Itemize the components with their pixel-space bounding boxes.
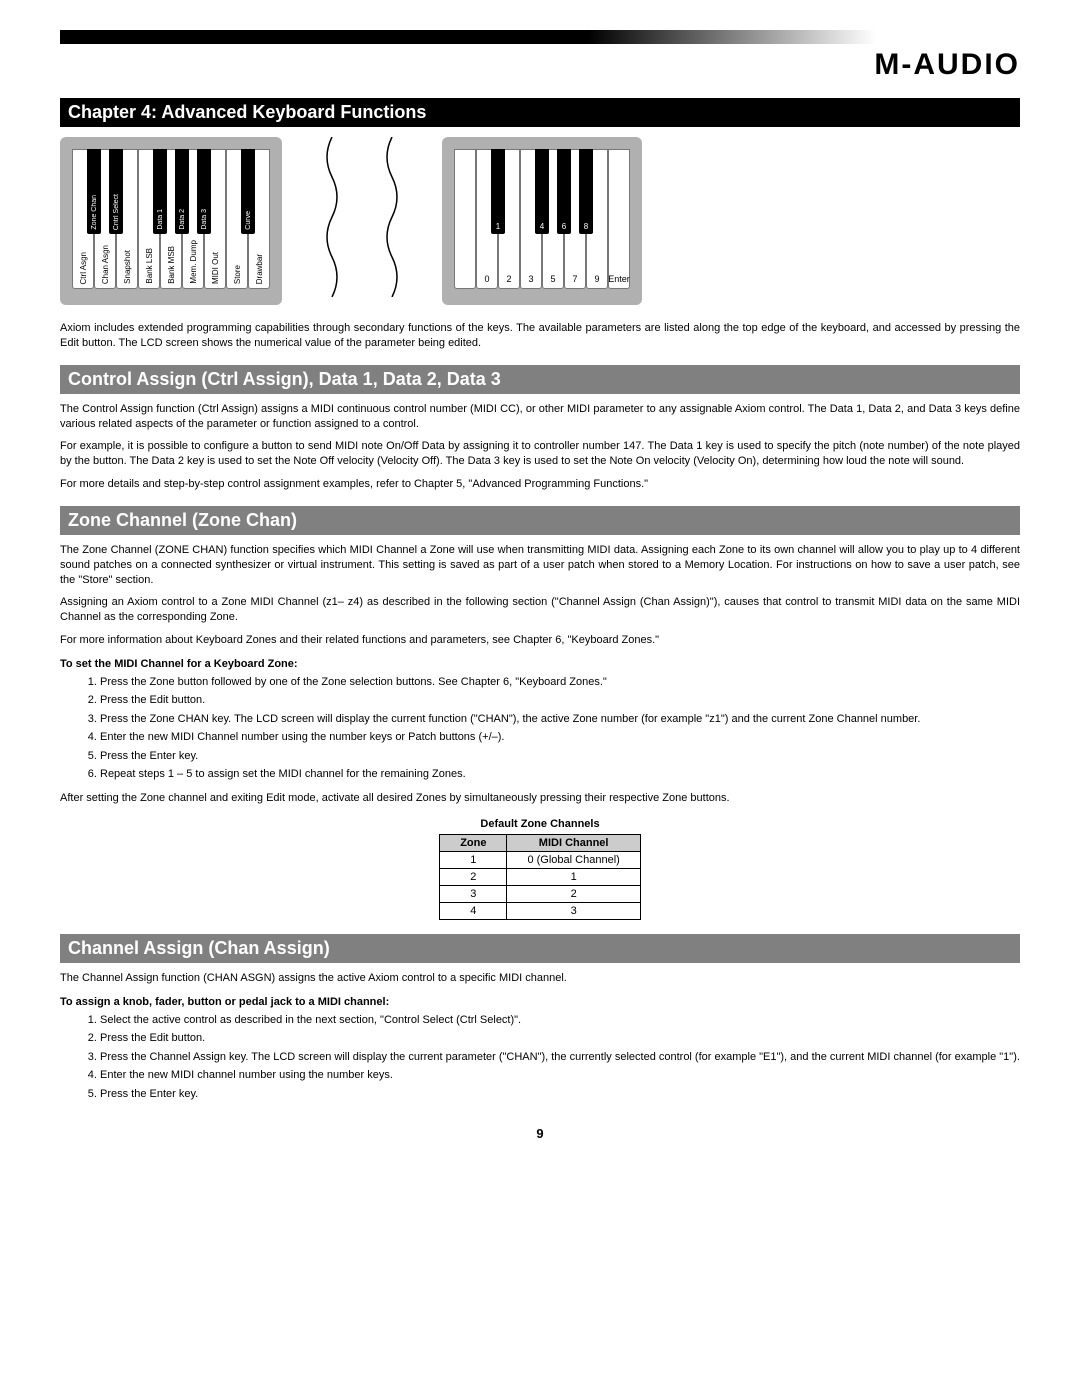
key-label: Zone Chan [91,195,98,230]
table-cell: 0 (Global Channel) [507,851,640,868]
keyboard-left-panel: Ctrl Asgn Chan Asgn Snapshot Bank LSB Bank M… [60,137,282,305]
key-label: 1 [496,222,500,231]
table-cell: 3 [507,902,640,919]
black-key: 8 [579,149,593,234]
table-header: MIDI Channel [507,834,640,851]
table-cell: 2 [507,885,640,902]
key-label: MIDI Out [211,252,220,284]
zone-table: ZoneMIDI Channel 10 (Global Channel)2132… [439,834,641,920]
key-label: Ctrl Asgn [79,252,88,284]
table-cell: 4 [440,902,507,919]
page-number: 9 [60,1126,1020,1141]
key-label: Data 1 [157,209,164,230]
key-label: Store [233,265,242,284]
sec2-p3: For more information about Keyboard Zone… [60,633,1020,648]
key-label: Data 2 [179,209,186,230]
list-item: Press the Zone button followed by one of… [100,674,1020,691]
sec2-steps-list: Press the Zone button followed by one of… [60,674,1020,783]
white-key: Enter [608,149,630,289]
table-cell: 3 [440,885,507,902]
sec1-p3: For more details and step-by-step contro… [60,477,1020,492]
table-cell: 1 [440,851,507,868]
keyboard-diagram: Ctrl Asgn Chan Asgn Snapshot Bank LSB Bank M… [60,137,1020,305]
key-label: Curve [245,211,252,230]
table-cell: 2 [440,868,507,885]
sec3-p1: The Channel Assign function (CHAN ASGN) … [60,971,1020,986]
sec1-p1: The Control Assign function (Ctrl Assign… [60,402,1020,432]
table-row: 43 [440,902,641,919]
key-label: Chan Asgn [101,245,110,284]
key-label: 6 [562,222,566,231]
list-item: Select the active control as described i… [100,1012,1020,1029]
keyboard-right-panel: 0 2 3 5 7 9 Enter 1 4 6 8 [442,137,642,305]
black-key: Zone Chan [87,149,101,234]
table-header: Zone [440,834,507,851]
brand-row: M-AUDIO [60,48,1020,82]
key-label: Enter [608,274,630,284]
table-cell: 1 [507,868,640,885]
brand-logo: M-AUDIO [874,48,1020,82]
sec2-p4: After setting the Zone channel and exiti… [60,791,1020,806]
white-key [454,149,476,289]
chapter-title-bar: Chapter 4: Advanced Keyboard Functions [60,98,1020,127]
table-row: 21 [440,868,641,885]
table-row: 10 (Global Channel) [440,851,641,868]
key-label: Bank MSB [167,246,176,284]
list-item: Enter the new MIDI Channel number using … [100,729,1020,746]
key-label: Mem. Dump [189,240,198,284]
list-item: Enter the new MIDI channel number using … [100,1067,1020,1084]
manual-page: M-AUDIO Chapter 4: Advanced Keyboard Fun… [0,0,1080,1171]
header-stripe [60,30,1020,44]
key-label: 0 [484,274,489,284]
black-key: 4 [535,149,549,234]
break-squiggle-right [382,137,402,297]
list-item: Repeat steps 1 – 5 to assign set the MID… [100,766,1020,783]
list-item: Press the Enter key. [100,748,1020,765]
black-key: Curve [241,149,255,234]
black-key: Data 2 [175,149,189,234]
list-item: Press the Enter key. [100,1086,1020,1103]
key-label: Drawbar [255,254,264,284]
list-item: Press the Zone CHAN key. The LCD screen … [100,711,1020,728]
key-label: 8 [584,222,588,231]
sec2-p2: Assigning an Axiom control to a Zone MID… [60,595,1020,625]
key-label: 7 [572,274,577,284]
section2-title: Zone Channel (Zone Chan) [60,506,1020,535]
key-label: 3 [528,274,533,284]
key-label: 4 [540,222,544,231]
sec2-p1: The Zone Channel (ZONE CHAN) function sp… [60,543,1020,588]
list-item: Press the Edit button. [100,692,1020,709]
key-label: Cntrl Select [113,194,120,230]
sec1-p2: For example, it is possible to configure… [60,439,1020,469]
section1-title: Control Assign (Ctrl Assign), Data 1, Da… [60,365,1020,394]
zone-table-title: Default Zone Channels [60,818,1020,830]
key-label: 9 [594,274,599,284]
key-label: Bank LSB [145,248,154,284]
key-label: 2 [506,274,511,284]
black-key: 6 [557,149,571,234]
key-label: Snapshot [123,250,132,284]
black-key: Data 1 [153,149,167,234]
sec3-steps-list: Select the active control as described i… [60,1012,1020,1103]
list-item: Press the Channel Assign key. The LCD sc… [100,1049,1020,1066]
table-row: 32 [440,885,641,902]
black-key: 1 [491,149,505,234]
intro-paragraph: Axiom includes extended programming capa… [60,321,1020,351]
sec3-bold: To assign a knob, fader, button or pedal… [60,996,1020,1008]
section3-title: Channel Assign (Chan Assign) [60,934,1020,963]
black-key: Cntrl Select [109,149,123,234]
key-label: Data 3 [201,209,208,230]
black-key: Data 3 [197,149,211,234]
sec2-bold: To set the MIDI Channel for a Keyboard Z… [60,658,1020,670]
list-item: Press the Edit button. [100,1030,1020,1047]
break-squiggle-left [322,137,342,297]
key-label: 5 [550,274,555,284]
